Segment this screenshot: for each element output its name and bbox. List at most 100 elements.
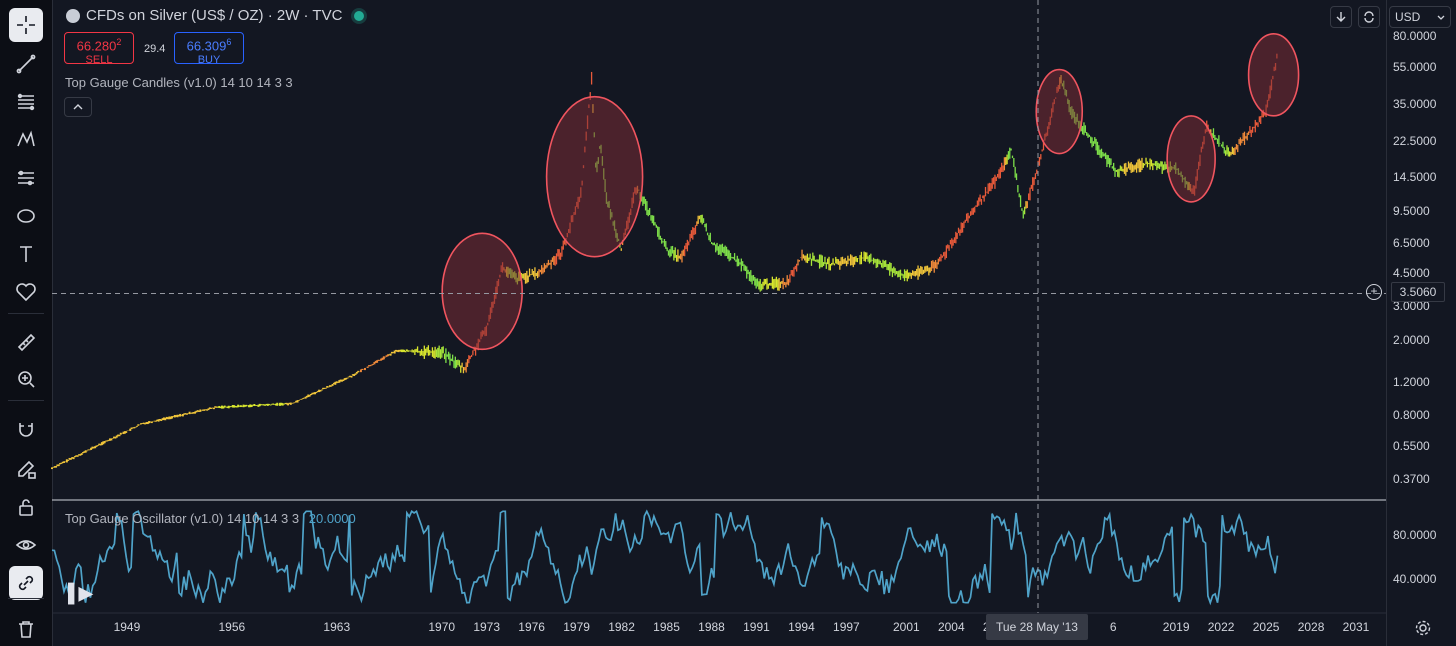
ruler-icon bbox=[17, 333, 36, 352]
lock-draw-icon bbox=[18, 460, 36, 479]
crosshair-price-label: 3.5060 bbox=[1391, 282, 1445, 302]
time-tick: 1994 bbox=[788, 620, 815, 634]
toolbar-separator bbox=[8, 598, 44, 599]
pattern-icon bbox=[17, 130, 35, 147]
sell-price-sup: 2 bbox=[116, 37, 122, 47]
fib-retracement-icon bbox=[17, 93, 35, 111]
currency-select[interactable]: USD bbox=[1389, 6, 1451, 28]
brush-icon bbox=[17, 209, 35, 223]
brush-tool[interactable] bbox=[9, 199, 43, 233]
time-tick: 1949 bbox=[113, 620, 141, 634]
time-tick: 1982 bbox=[608, 620, 635, 634]
time-tick: 6 bbox=[1109, 620, 1117, 634]
fib-retracement-tool[interactable] bbox=[9, 85, 43, 119]
sell-price: 66.280 bbox=[76, 38, 117, 54]
lock-icon bbox=[19, 499, 33, 516]
chevron-up-icon bbox=[73, 104, 83, 110]
price-tick: 2.0000 bbox=[1393, 332, 1430, 347]
price-tick: 1.2000 bbox=[1393, 374, 1430, 389]
crosshair-tool[interactable] bbox=[9, 8, 43, 42]
trash-tool[interactable] bbox=[9, 612, 43, 646]
time-tick: 2001 bbox=[893, 620, 920, 634]
currency-value: USD bbox=[1395, 10, 1421, 24]
tradingview-logo-icon[interactable]: ▌▶ bbox=[68, 583, 93, 603]
buy-button[interactable]: 66.3096 BUY bbox=[174, 32, 244, 66]
oscillator-level: 20.0000 bbox=[308, 511, 356, 526]
zoom-in-icon bbox=[18, 371, 35, 388]
eye-icon bbox=[15, 540, 37, 550]
prediction-icon bbox=[18, 170, 34, 186]
prediction-tool[interactable] bbox=[9, 161, 43, 195]
time-tick: 1979 bbox=[563, 620, 590, 634]
price-tick: 80.0000 bbox=[1393, 29, 1437, 44]
crosshair-date-label: Tue 28 May '13 bbox=[986, 614, 1088, 640]
text-tool[interactable] bbox=[9, 237, 43, 271]
highlight-ellipse bbox=[545, 95, 644, 258]
time-tick: 1997 bbox=[833, 620, 860, 634]
ruler-tool[interactable] bbox=[9, 325, 43, 359]
oscillator-indicator-label[interactable]: Top Gauge Oscillator (v1.0) 14 10 14 3 3… bbox=[65, 511, 356, 526]
zoom-in-tool[interactable] bbox=[9, 362, 43, 396]
price-tick: 6.5000 bbox=[1393, 235, 1430, 250]
lock-tool[interactable] bbox=[9, 490, 43, 524]
symbol-title: CFDs on Silver (US$ / OZ) · 2W · TVC bbox=[86, 7, 343, 24]
arrow-down-icon bbox=[1336, 12, 1346, 22]
crosshair-icon bbox=[17, 16, 35, 34]
toolbar-separator bbox=[8, 313, 44, 314]
time-tick: 1991 bbox=[743, 620, 770, 634]
refresh-button[interactable] bbox=[1358, 6, 1380, 28]
time-tick: 1988 bbox=[698, 620, 725, 634]
link-tool[interactable] bbox=[9, 566, 43, 600]
sell-label: SELL bbox=[85, 54, 113, 67]
time-tick: 1956 bbox=[218, 620, 246, 634]
drawing-toolbar bbox=[0, 0, 53, 646]
oscillator-tick: 40.0000 bbox=[1393, 571, 1437, 586]
price-tick: 4.5000 bbox=[1393, 265, 1430, 280]
pattern-tool[interactable] bbox=[9, 123, 43, 157]
lock-draw-tool[interactable] bbox=[9, 452, 43, 486]
price-tick: 55.0000 bbox=[1393, 59, 1437, 74]
text-icon bbox=[20, 246, 32, 262]
highlight-ellipse bbox=[441, 232, 523, 351]
time-tick: 1976 bbox=[518, 620, 545, 634]
buy-price-sup: 6 bbox=[226, 37, 232, 47]
eye-tool[interactable] bbox=[9, 528, 43, 562]
price-tick: 3.0000 bbox=[1393, 299, 1430, 314]
price-axis[interactable] bbox=[1386, 0, 1456, 646]
buy-price: 66.309 bbox=[186, 38, 227, 54]
add-alert-plus-icon[interactable]: + bbox=[1366, 284, 1382, 300]
oscillator-tick: 80.0000 bbox=[1393, 528, 1437, 543]
time-tick: 2028 bbox=[1297, 620, 1325, 634]
symbol-header[interactable]: CFDs on Silver (US$ / OZ) · 2W · TVC bbox=[66, 7, 365, 24]
candles-indicator-label[interactable]: Top Gauge Candles (v1.0) 14 10 14 3 3 bbox=[65, 75, 293, 90]
trash-icon bbox=[19, 621, 33, 638]
time-tick: 2025 bbox=[1252, 620, 1280, 634]
price-tick: 0.5500 bbox=[1393, 438, 1430, 453]
collapse-indicators-button[interactable] bbox=[64, 97, 92, 117]
download-button[interactable] bbox=[1330, 6, 1352, 28]
magnet-icon bbox=[19, 423, 33, 437]
price-tick: 0.3700 bbox=[1393, 471, 1430, 486]
favorites-heart-tool[interactable] bbox=[9, 275, 43, 309]
oscillator-line bbox=[51, 509, 1279, 606]
highlight-ellipse bbox=[1166, 115, 1216, 203]
gear-icon[interactable] bbox=[1414, 619, 1432, 637]
time-tick: 1973 bbox=[473, 620, 501, 634]
spread-value: 29.4 bbox=[144, 43, 166, 55]
market-status-icon bbox=[354, 10, 365, 21]
highlight-ellipse bbox=[1035, 68, 1084, 155]
trend-line-icon bbox=[16, 54, 36, 74]
time-tick: 1963 bbox=[323, 620, 351, 634]
trend-line-tool[interactable] bbox=[9, 47, 43, 81]
time-tick: 1985 bbox=[653, 620, 680, 634]
sell-button[interactable]: 66.2802 SELL bbox=[64, 32, 134, 67]
favorites-heart-icon bbox=[16, 283, 36, 302]
highlight-ellipse bbox=[1247, 33, 1300, 117]
price-tick: 9.5000 bbox=[1393, 204, 1430, 219]
price-tick: 22.5000 bbox=[1393, 133, 1437, 148]
time-tick: 2019 bbox=[1162, 620, 1190, 634]
price-tick: 35.0000 bbox=[1393, 97, 1437, 112]
price-tick: 0.8000 bbox=[1393, 408, 1430, 423]
magnet-tool[interactable] bbox=[9, 412, 43, 446]
